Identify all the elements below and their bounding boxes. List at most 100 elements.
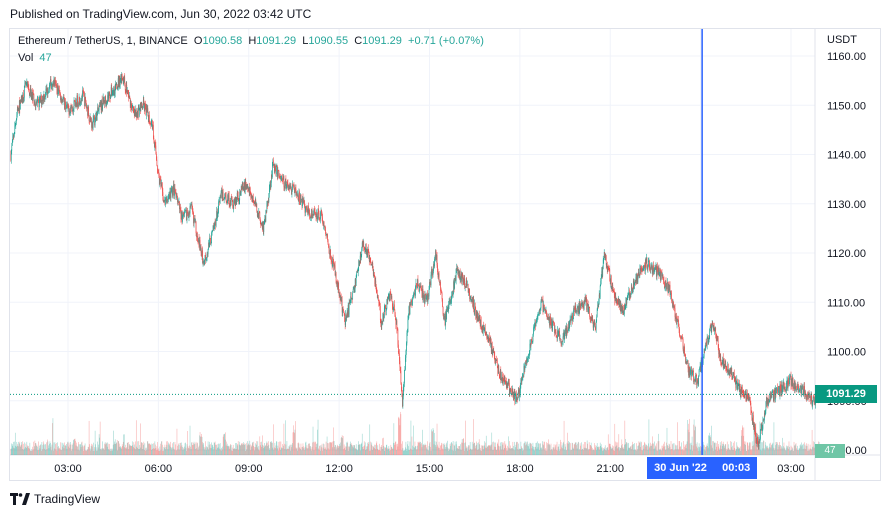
candle-body [379,306,381,320]
crosshair-time-label: 30 Jun '22 00:03 [647,457,758,479]
candle-body [713,325,715,330]
volume-bar [143,441,145,455]
volume-bar [140,423,141,455]
volume-bar [266,443,267,455]
volume-bar [294,433,295,455]
candle-body [691,370,692,377]
volume-bar [524,441,526,455]
candle-body [543,305,545,308]
volume-bar [767,447,769,455]
candle-body [614,295,616,302]
volume-bar [156,446,158,455]
volume-bar [289,446,290,455]
volume-label[interactable]: Vol [18,52,34,64]
volume-bar [640,446,641,455]
candle-body [763,419,765,421]
volume-bar [597,447,599,455]
candle-body [152,120,153,129]
volume-bar [36,444,38,455]
volume-bar [338,446,339,455]
candle-body [272,160,274,163]
candle-body [685,361,687,364]
candle-body [96,112,97,121]
volume-bar [286,449,287,455]
volume-bar [766,446,767,455]
volume-bar [94,447,95,455]
candle-body [685,354,686,364]
volume-bar [41,442,43,455]
volume-bar [474,448,476,455]
candle-body [668,283,670,291]
candle-body [528,356,529,358]
candle-body [704,348,705,350]
candle-body [44,94,45,100]
volume-bar [461,442,462,455]
volume-bar [570,443,571,455]
candle-body [387,298,389,301]
candle-body [40,97,41,102]
candle-body [421,289,423,298]
candle-body [552,321,554,323]
candle-body [29,92,31,95]
currency-label[interactable]: USDT [827,34,857,46]
volume-bar [729,450,731,455]
volume-bar [17,443,19,455]
volume-bar [756,445,758,455]
candle-body [546,310,547,316]
candle-body [615,295,617,300]
volume-bar [55,444,56,455]
volume-bar [340,437,342,455]
volume-bar [320,445,322,455]
candle-body [185,210,186,212]
candle-body [583,300,585,309]
candle-body [55,81,57,85]
candle-body [669,285,670,291]
volume-bar [253,441,255,455]
candle-body [215,219,217,226]
candle-body [297,194,299,199]
volume-bar [573,448,574,455]
volume-bar [86,449,88,455]
volume-bar [564,449,565,455]
candle-body [523,374,524,376]
candle-body [180,210,182,220]
candle-body [324,225,326,230]
volume-bar [183,449,185,455]
candle-body [341,300,343,313]
candle-body [449,300,450,302]
volume-bar [42,445,44,455]
candle-body [83,90,84,95]
brand[interactable]: TradingView [10,492,100,506]
volume-bar [428,450,429,455]
candle-body [508,382,510,384]
volume-bar [604,445,606,455]
chart-frame[interactable] [9,28,881,481]
volume-bar [220,450,222,455]
symbol-label[interactable]: Ethereum / TetherUS, 1, BINANCE [18,35,188,47]
volume-bar [170,446,172,455]
volume-bar [466,447,468,455]
candle-body [266,204,268,206]
volume-bar [407,441,409,455]
volume-bar [193,443,194,455]
x-tick-label: 09:00 [235,463,263,475]
candle-body [352,289,354,293]
volume-bar [364,445,366,455]
candle-body [634,282,636,284]
candle-body [202,250,203,264]
volume-bar [545,450,547,455]
volume-bar [663,443,664,455]
candle-body [623,305,625,315]
volume-bar [13,441,15,455]
volume-bar [650,442,651,455]
volume-bar [273,424,274,455]
volume-bar [805,446,807,455]
candle-body [98,106,100,111]
candle-body [182,212,184,216]
candle-body [742,392,744,394]
volume-bar [809,450,810,455]
volume-bar [571,442,573,455]
candle-body [502,377,504,380]
candle-body [75,102,77,107]
